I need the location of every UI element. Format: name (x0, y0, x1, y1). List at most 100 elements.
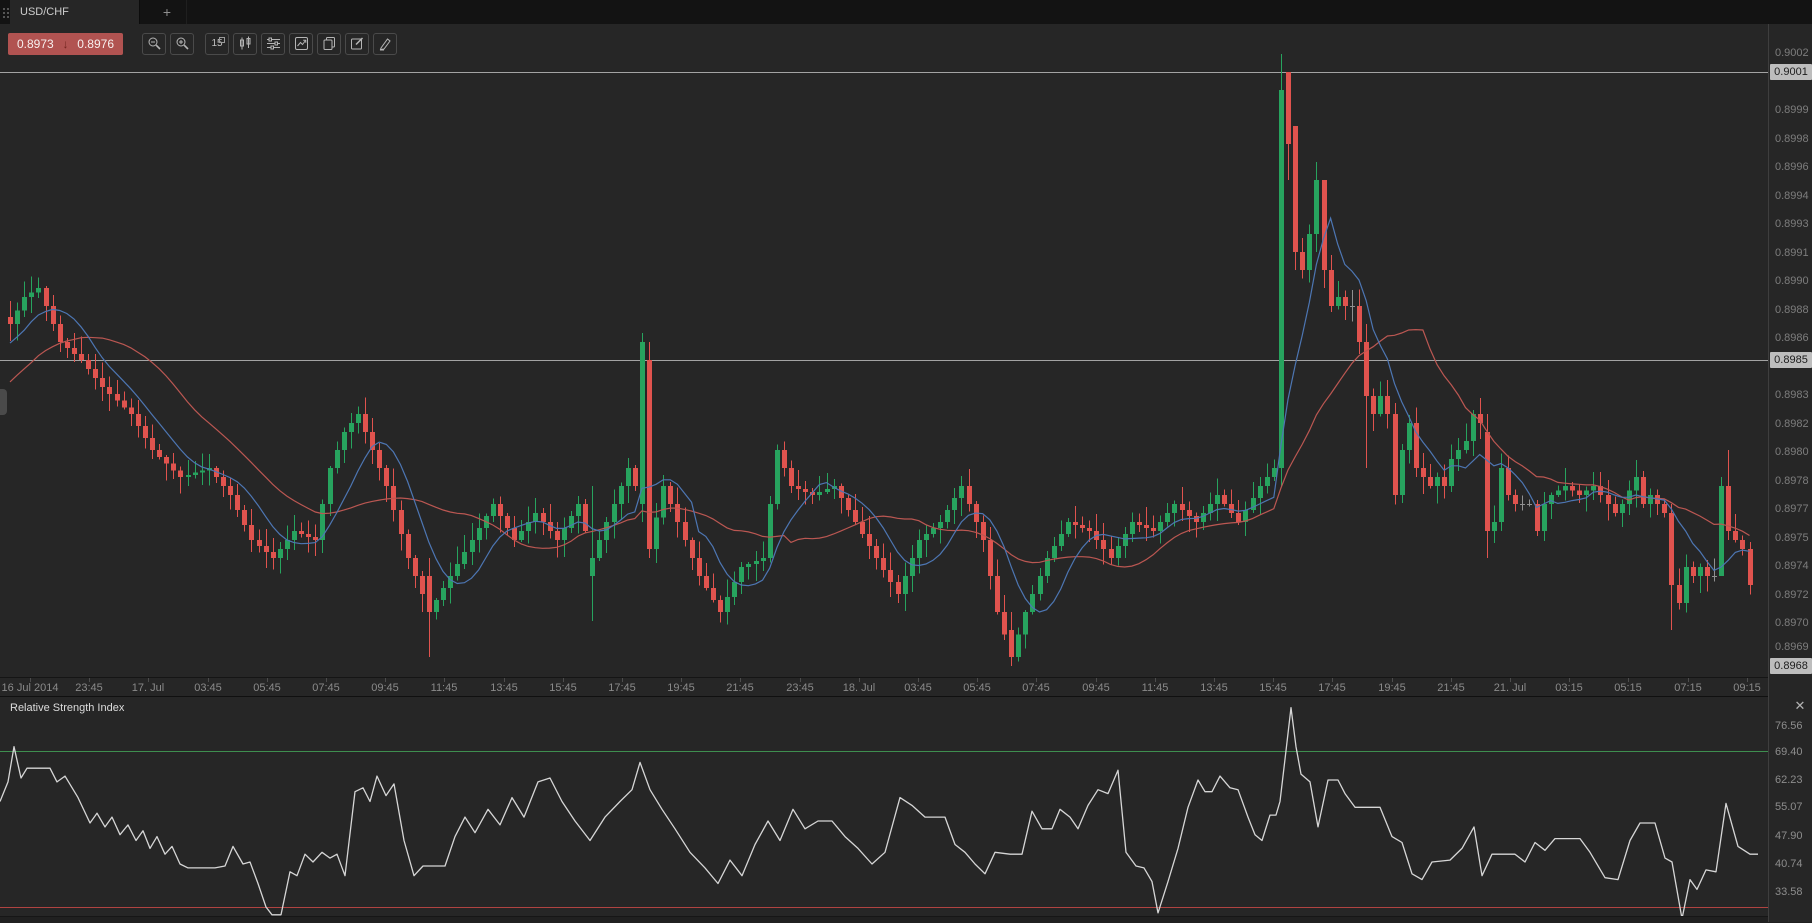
rsi-tick-label: 55.07 (1775, 801, 1803, 813)
time-tick-label: 16 Jul 2014 (1, 682, 59, 694)
time-tick-label: 05:45 (253, 682, 281, 694)
timeframe-label: 15 (211, 38, 223, 49)
zoom-out-icon (147, 36, 162, 51)
edit-chart-icon (350, 36, 365, 51)
chart-type-candles-button[interactable] (233, 32, 257, 55)
rsi-tick-label: 33.58 (1775, 886, 1803, 898)
timeframe-period-icon (219, 36, 225, 43)
time-tick-label: 15:45 (549, 682, 577, 694)
time-axis[interactable]: 16 Jul 2014 23:45 17. Jul 03:45 05:45 07:45 09… (0, 677, 1768, 698)
price-tick-label: 0.8983 (1775, 389, 1809, 401)
time-tick-label: 05:45 (963, 682, 991, 694)
time-tick-label: 07:45 (1022, 682, 1050, 694)
time-tick-label: 07:15 (1674, 682, 1702, 694)
price-tick-label: 0.8970 (1775, 617, 1809, 629)
rsi-line (0, 707, 1758, 920)
price-axis[interactable]: 0.9002 0.8999 0.8998 0.8996 0.8994 0.8993 0.89… (1768, 24, 1812, 922)
chart-mode-button[interactable] (289, 32, 313, 55)
price-tick-label: 0.8986 (1775, 332, 1809, 344)
time-tick-label: 03:15 (1555, 682, 1583, 694)
zoom-out-button[interactable] (142, 32, 166, 55)
price-chart-canvas[interactable] (0, 24, 1768, 697)
draw-tools-icon (378, 36, 393, 51)
time-tick-mark (148, 678, 149, 682)
time-tick-label: 17:45 (608, 682, 636, 694)
time-tick-label: 19:45 (1378, 682, 1406, 694)
price-tick-label: 0.8982 (1775, 418, 1809, 430)
price-tick-label: 0.8988 (1775, 304, 1809, 316)
time-tick-mark (385, 678, 386, 682)
time-tick-mark (918, 678, 919, 682)
time-tick-mark (1569, 678, 1570, 682)
time-tick-label: 21. Jul (1493, 682, 1527, 694)
time-tick-mark (89, 678, 90, 682)
tab-grip-icon (3, 8, 9, 18)
bid-ask-quote-badge[interactable]: 0.8973 ↓ 0.8976 (8, 32, 123, 55)
price-line-badge-mid: 0.8985 (1770, 352, 1812, 368)
rsi-close-icon[interactable]: ✕ (1794, 698, 1806, 713)
time-tick-mark (740, 678, 741, 682)
time-tick-label: 09:45 (371, 682, 399, 694)
new-tab-button[interactable]: + (148, 0, 187, 24)
time-tick-label: 11:45 (1141, 682, 1169, 694)
price-tick-label: 0.8974 (1775, 560, 1809, 572)
rsi-indicator-title: Relative Strength Index (10, 702, 125, 714)
time-tick-label: 09:15 (1733, 682, 1761, 694)
time-tick-mark (563, 678, 564, 682)
duplicate-chart-button[interactable] (317, 32, 341, 55)
time-tick-label: 07:45 (312, 682, 340, 694)
zoom-in-icon (175, 36, 190, 51)
indicators-button[interactable] (261, 32, 285, 55)
time-tick-label: 19:45 (667, 682, 695, 694)
time-tick-label: 15:45 (1259, 682, 1287, 694)
time-tick-mark (1096, 678, 1097, 682)
tab-bar: USD/CHF + (0, 0, 1812, 24)
timeframe-button[interactable]: 15 (205, 32, 229, 55)
time-tick-mark (800, 678, 801, 682)
time-tick-mark (1747, 678, 1748, 682)
rsi-canvas[interactable] (0, 697, 1768, 922)
price-tick-label: 0.8991 (1775, 247, 1809, 259)
time-tick-label: 13:45 (490, 682, 518, 694)
draw-tools-button[interactable] (373, 32, 397, 55)
time-tick-mark (30, 678, 31, 682)
time-tick-mark (1688, 678, 1689, 682)
time-tick-mark (444, 678, 445, 682)
panel-divider (0, 696, 1812, 697)
time-tick-label: 21:45 (726, 682, 754, 694)
price-tick-label: 0.8980 (1775, 446, 1809, 458)
time-tick-mark (326, 678, 327, 682)
price-line-badge-high: 0.9001 (1770, 64, 1812, 80)
price-tick-label: 0.8969 (1775, 641, 1809, 653)
time-tick-label: 05:15 (1614, 682, 1642, 694)
time-tick-mark (1451, 678, 1452, 682)
edit-chart-button[interactable] (345, 32, 369, 55)
time-tick-mark (1155, 678, 1156, 682)
fast-moving-average-line[interactable] (9, 216, 1750, 613)
time-tick-label: 17. Jul (131, 682, 165, 694)
time-tick-label: 09:45 (1082, 682, 1110, 694)
slow-moving-average-line[interactable] (9, 328, 1750, 568)
ask-price: 0.8976 (77, 36, 114, 51)
price-direction-down-icon: ↓ (62, 36, 69, 51)
time-tick-label: 03:45 (904, 682, 932, 694)
time-tick-label: 17:45 (1318, 682, 1346, 694)
tab-usdchf[interactable]: USD/CHF (10, 0, 140, 24)
price-tick-label: 0.8994 (1775, 190, 1809, 202)
time-tick-mark (622, 678, 623, 682)
sidebar-collapse-handle[interactable] (0, 389, 7, 415)
price-tick-label: 0.8998 (1775, 133, 1809, 145)
time-tick-mark (208, 678, 209, 682)
rsi-tick-label: 62.23 (1775, 774, 1803, 786)
rsi-tick-label: 76.56 (1775, 720, 1803, 732)
price-tick-label: 0.8972 (1775, 589, 1809, 601)
time-tick-label: 23:45 (75, 682, 103, 694)
chart-toolbar: 0.8973 ↓ 0.8976 15 (8, 32, 401, 55)
price-low-badge: 0.8968 (1770, 658, 1812, 674)
time-tick-mark (1332, 678, 1333, 682)
zoom-in-button[interactable] (170, 32, 194, 55)
time-tick-label: 18. Jul (842, 682, 876, 694)
bottom-scrollbar-strip[interactable] (0, 916, 1812, 923)
toolbar-buttons: 15 (142, 32, 401, 55)
